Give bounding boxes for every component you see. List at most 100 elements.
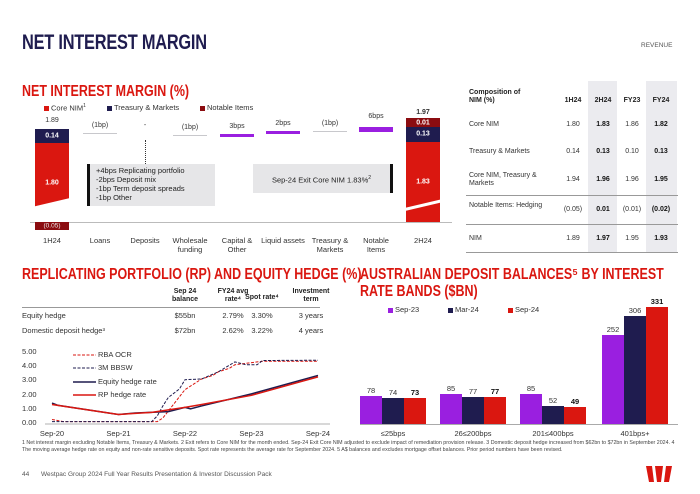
x-tick-label: 401bps+ bbox=[620, 429, 650, 438]
legend-label: RP hedge rate bbox=[98, 390, 147, 399]
cell-value: 3.30% bbox=[251, 311, 273, 320]
bar-value-label: 252 bbox=[606, 324, 620, 334]
legend-label: 3M BBSW bbox=[98, 363, 133, 372]
x-tick-label: 26≤200bps bbox=[454, 429, 492, 438]
legend-label: Sep-23 bbox=[395, 305, 420, 314]
cell-value: 0.01 bbox=[596, 206, 610, 213]
cell-value: 3.22% bbox=[251, 326, 273, 335]
cell-value: 1.94 bbox=[566, 176, 580, 183]
cell-value: 1.80 bbox=[566, 121, 580, 128]
bar bbox=[520, 393, 542, 424]
row-label: Domestic deposit hedge³ bbox=[22, 326, 105, 335]
start-treasury-bar bbox=[35, 129, 69, 143]
step-value: (1bp) bbox=[181, 124, 199, 131]
x-tick-label: Sep-21 bbox=[106, 429, 131, 438]
row-divider bbox=[466, 252, 678, 253]
y-tick-label: 0.00 bbox=[22, 418, 37, 427]
x-label: Capital & Other bbox=[221, 236, 253, 254]
cell-value: 0.14 bbox=[566, 148, 580, 155]
step-bar bbox=[359, 127, 393, 132]
start-notable-value: (0.05) bbox=[43, 222, 61, 230]
exit-note-box: Sep-24 Exit Core NIM 1.83%2 bbox=[253, 164, 393, 193]
cell-value: 2.79% bbox=[222, 311, 244, 320]
bar bbox=[382, 397, 404, 424]
column-header: Spot rate⁴ bbox=[245, 294, 279, 301]
legend-item: Sep-23 bbox=[388, 305, 419, 314]
bar-value-label: 73 bbox=[410, 388, 420, 398]
column-header: 2H24 bbox=[594, 97, 612, 104]
westpac-logo-icon bbox=[646, 466, 672, 482]
deposit-chart-title: AUSTRALIAN DEPOSIT BALANCES⁵ BY INTEREST… bbox=[360, 266, 664, 300]
cell-value: 2.62% bbox=[222, 326, 244, 335]
x-label-end: 2H24 bbox=[414, 236, 432, 245]
step-value: - bbox=[143, 122, 147, 129]
x-tick-label: Sep-20 bbox=[39, 429, 65, 438]
x-tick-label: Sep-22 bbox=[172, 429, 198, 438]
start-notable-bar bbox=[35, 222, 69, 230]
x-label: Deposits bbox=[130, 236, 160, 245]
y-tick-label: 5.00 bbox=[22, 347, 37, 356]
cell-value: 0.13 bbox=[596, 148, 610, 155]
bar-value-label: 49 bbox=[570, 396, 580, 406]
page-title: NET INTEREST MARGIN bbox=[22, 31, 207, 54]
column-header: FY24 avg rate⁴ bbox=[217, 288, 249, 303]
series-line bbox=[51, 360, 318, 423]
column-header: FY24 bbox=[652, 97, 670, 104]
x-tick-label: Sep-24 bbox=[305, 429, 331, 438]
column-header: 1H24 bbox=[564, 97, 582, 104]
step-bar bbox=[173, 135, 207, 136]
end-notable-bar bbox=[406, 118, 440, 127]
bar bbox=[646, 307, 668, 424]
row-label: Treasury & Markets bbox=[469, 148, 530, 155]
cell-value: 1.83 bbox=[596, 121, 610, 128]
end-total-label: 1.97 bbox=[416, 109, 430, 116]
deposit-note-box: +4bps Replicating portfolio -2bps Deposi… bbox=[87, 164, 215, 206]
x-label: Treasury & Markets bbox=[311, 236, 349, 254]
bar bbox=[484, 396, 506, 424]
bar-value-label: 52 bbox=[548, 395, 558, 405]
step-value: (1bp) bbox=[91, 122, 109, 129]
start-total-label: 1.89 bbox=[45, 117, 59, 124]
column-header: Sep 24 balance bbox=[171, 288, 199, 303]
legend-label: Notable Items bbox=[207, 103, 254, 112]
column-header: Investment term bbox=[292, 288, 330, 303]
footer-text: Westpac Group 2024 Full Year Results Pre… bbox=[41, 471, 272, 478]
bar-value-label: 77 bbox=[468, 386, 478, 396]
start-core-bar bbox=[35, 143, 69, 207]
bar-value-label: 77 bbox=[490, 386, 500, 396]
step-value: 6bps bbox=[368, 113, 384, 120]
y-tick-label: 1.00 bbox=[22, 403, 37, 413]
composition-title: Composition of NIM (%) bbox=[469, 89, 521, 104]
legend-item: Sep-24 bbox=[508, 305, 539, 314]
legend-label: Core NIM bbox=[51, 103, 84, 113]
bar-value-label: 74 bbox=[388, 387, 398, 397]
cell-value: 1.82 bbox=[654, 121, 668, 128]
legend-swatch bbox=[200, 105, 205, 111]
baseline bbox=[30, 222, 452, 223]
x-tick-label: 201≤400bps bbox=[532, 429, 574, 438]
legend-treasury: Treasury & Markets bbox=[107, 103, 179, 112]
bar bbox=[602, 334, 624, 424]
legend-swatch bbox=[44, 106, 49, 112]
bar-value-label: 331 bbox=[650, 297, 664, 306]
nim-chart-title: NET INTEREST MARGIN (%) bbox=[22, 83, 190, 100]
cell-value: (0.01) bbox=[622, 206, 642, 213]
end-notable-value: 0.01 bbox=[416, 119, 430, 127]
end-core-value: 1.83 bbox=[416, 178, 430, 186]
step-value: 2bps bbox=[275, 120, 291, 127]
row-label: Notable Items: Hedging bbox=[469, 202, 543, 209]
note-line: +4bps Replicating portfolio bbox=[96, 166, 185, 175]
cell-value: 1.97 bbox=[596, 235, 610, 242]
legend-core-nim: Core NIM1 bbox=[44, 103, 86, 113]
bar-value-label: 306 bbox=[628, 305, 642, 315]
legend-label: Equity hedge rate bbox=[98, 377, 157, 386]
end-treasury-bar bbox=[406, 127, 440, 142]
table-divider bbox=[22, 307, 320, 308]
row-divider bbox=[466, 195, 678, 196]
column-header: FY23 bbox=[623, 97, 641, 104]
x-label: Loans bbox=[89, 236, 111, 245]
bar bbox=[564, 406, 586, 424]
bar-value-label: 85 bbox=[446, 383, 456, 393]
legend-label: Mar-24 bbox=[455, 305, 479, 314]
cell-value: 1.96 bbox=[596, 176, 610, 183]
